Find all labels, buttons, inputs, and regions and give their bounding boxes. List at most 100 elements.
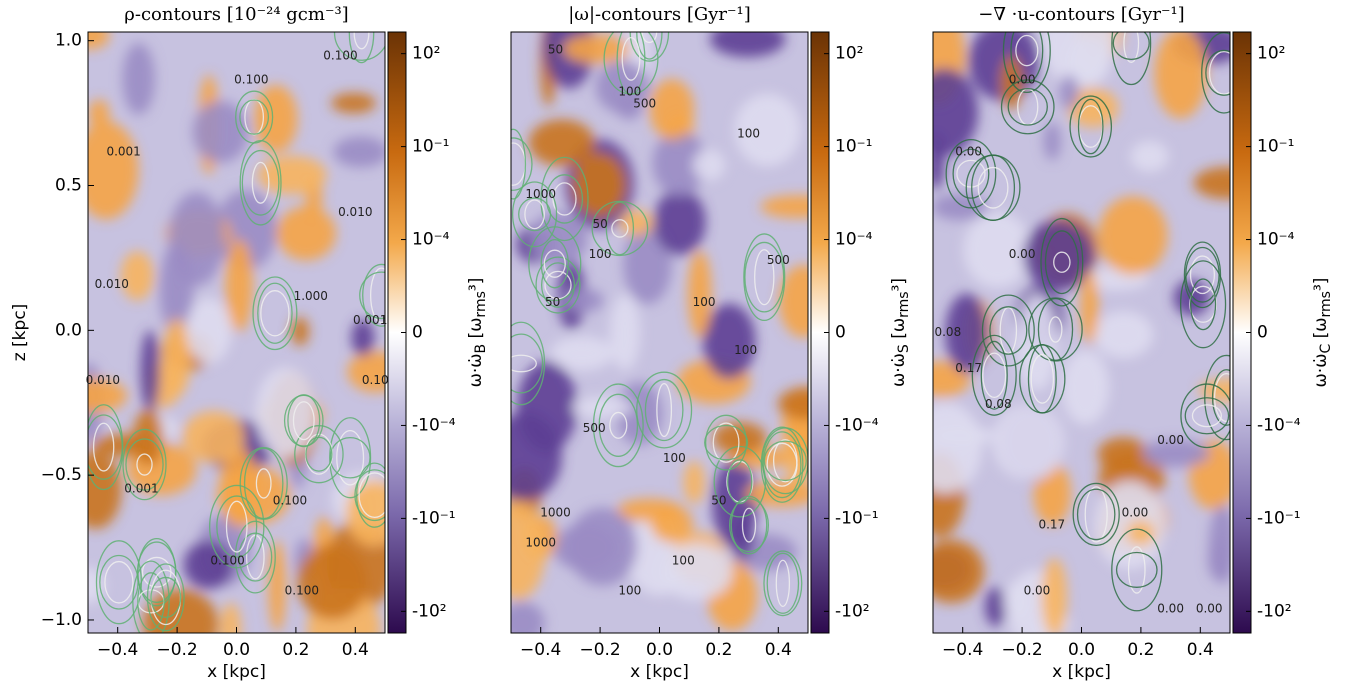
- colorbar-label-part: rms: [473, 291, 489, 317]
- blob: [562, 34, 630, 64]
- colorbar-tick-label: -10²: [1257, 601, 1292, 621]
- colorbar-label-part: ³]: [466, 278, 486, 291]
- heatmap-blobs: [511, 32, 808, 633]
- blob: [88, 377, 128, 414]
- contour-label: 0.00: [1122, 505, 1149, 519]
- contour-label: 0.00: [1024, 583, 1051, 597]
- colorbar-label: ω·ω̇S [ωrms³]: [889, 278, 912, 387]
- blob: [1059, 74, 1079, 110]
- contour: [591, 200, 649, 257]
- contour: [336, 429, 365, 486]
- blob: [1097, 437, 1149, 472]
- contour: [1123, 32, 1140, 63]
- contour: [552, 182, 577, 216]
- colorbar-label-part: ω·ω̇: [1311, 354, 1331, 388]
- contour: [535, 256, 581, 314]
- contour: [712, 422, 740, 463]
- colorbar-tick-label: 0: [1257, 323, 1268, 343]
- contour: [636, 32, 663, 60]
- colorbar-tick-label: 10²: [412, 44, 440, 64]
- blob: [1209, 505, 1230, 584]
- contour: [763, 550, 803, 617]
- x-tick-label: 0.4: [765, 640, 792, 660]
- x-tick-label: −0.2: [579, 640, 620, 660]
- contour: [1205, 49, 1230, 96]
- contour: [636, 371, 693, 449]
- contour-label: 50: [592, 217, 607, 231]
- colorbar-label-part: C: [1318, 344, 1334, 354]
- contour-label: 1.000: [294, 289, 328, 303]
- contour: [540, 262, 576, 308]
- blob: [1098, 196, 1168, 275]
- contour: [524, 199, 545, 230]
- contour: [511, 137, 533, 191]
- y-tick-label: −1.0: [41, 610, 82, 630]
- contour-label: 1000: [540, 505, 571, 519]
- contour: [354, 469, 385, 522]
- blob: [257, 155, 327, 195]
- contour: [743, 233, 786, 322]
- contour-label: 0.00: [1157, 601, 1184, 615]
- contour: [980, 340, 1008, 410]
- contour-label: 0.08: [985, 397, 1012, 411]
- colorbar-label-part: rms: [896, 291, 912, 317]
- colorbar-tick-label: 10⁻⁴: [1257, 230, 1295, 250]
- contour: [952, 148, 990, 199]
- blob: [1093, 311, 1154, 359]
- contour: [132, 560, 170, 633]
- colorbar-tick-label: -10⁻¹: [835, 508, 879, 528]
- contour: [641, 32, 658, 44]
- x-tick-label: 0.2: [282, 640, 309, 660]
- contour: [1112, 32, 1150, 61]
- contour: [1191, 404, 1223, 428]
- contour: [292, 401, 315, 441]
- colorbar-label: ω·ω̇C [ωrms³]: [1311, 278, 1334, 388]
- colorbar-label-part: [ω: [466, 318, 486, 344]
- contour: [209, 484, 265, 569]
- blob: [649, 79, 695, 140]
- colorbar-tick-label: -10⁻⁴: [835, 415, 879, 435]
- panel-title: |ω|-contours [Gyr⁻¹]: [568, 4, 751, 25]
- contour: [260, 290, 290, 337]
- contour: [1180, 260, 1227, 349]
- blob: [140, 330, 160, 412]
- blob: [183, 541, 234, 590]
- colorbar-tick-label: -10⁻⁴: [412, 415, 456, 435]
- x-axis-label: x [kpc]: [1052, 662, 1111, 682]
- blob: [777, 387, 808, 421]
- contour: [257, 282, 293, 344]
- y-tick-label: −0.5: [41, 465, 82, 485]
- contour: [945, 138, 997, 209]
- contour-label: 100: [589, 247, 612, 261]
- contour: [1044, 230, 1079, 295]
- contour: [1111, 32, 1152, 86]
- contour-label: 0.100: [323, 49, 357, 63]
- contour: [239, 99, 270, 135]
- blob: [984, 587, 1007, 627]
- colorbar-label-part: [ω: [1311, 317, 1331, 343]
- contour: [283, 394, 324, 447]
- contour: [252, 276, 298, 351]
- contour-label: 100: [693, 295, 716, 309]
- contour: [1077, 98, 1104, 155]
- contour: [965, 154, 1021, 221]
- blob: [225, 238, 253, 332]
- contour: [754, 249, 775, 306]
- contour: [728, 498, 769, 553]
- contour: [763, 440, 807, 482]
- colorbar-label-part: ³]: [1311, 278, 1331, 291]
- contour: [104, 560, 134, 604]
- colorbar-tick-label: 10⁻⁴: [412, 230, 450, 250]
- contour: [609, 411, 628, 439]
- blob: [1041, 557, 1068, 633]
- blob: [734, 93, 801, 167]
- blob: [933, 193, 988, 221]
- contour: [1028, 297, 1083, 362]
- blob: [511, 501, 546, 600]
- contour: [255, 468, 272, 499]
- blob: [1126, 520, 1155, 546]
- y-tick-label: 0.5: [55, 176, 82, 196]
- contour: [137, 572, 165, 631]
- contour: [1189, 278, 1217, 331]
- contour: [362, 263, 385, 327]
